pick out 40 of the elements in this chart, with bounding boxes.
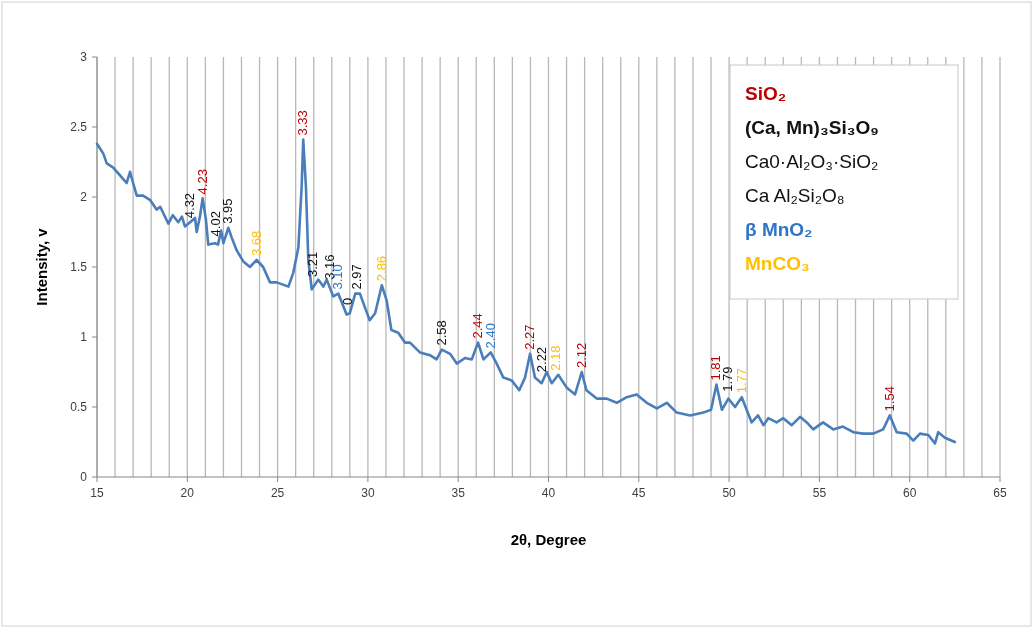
x-tick-label: 55 [812,486,827,500]
annotation: 2.97 [349,264,365,290]
annotation: 0 [340,297,356,305]
x-tick-label: 20 [180,486,195,500]
annotation: 3.68 [248,230,264,256]
annotation: MnCO₃ [745,253,810,274]
annotation: 3.21 [304,251,320,277]
x-tick-label: 65 [993,486,1007,500]
x-tick-label: 45 [632,486,646,500]
x-axis-title: 2θ, Degree [510,531,587,548]
y-tick-label: 1.5 [70,260,88,274]
annotation: 1.54 [881,386,897,412]
y-tick-label: 3 [80,50,88,64]
x-tick-label: 15 [90,486,104,500]
x-tick-label: 40 [541,486,556,500]
x-tick-label: 35 [451,486,466,500]
annotation: β MnO₂ [745,219,813,240]
annotation: 4.32 [182,192,198,219]
annotation: 2.12 [573,342,589,368]
y-tick-label: 1 [80,330,88,344]
x-tick-label: 60 [903,486,917,500]
annotation: 3.33 [295,110,311,136]
annotation: 2.58 [433,320,449,346]
x-tick-label: 30 [361,486,375,500]
y-axis-title: Intensity, v [33,227,50,306]
annotation: SiO₂ [745,83,787,104]
annotation: 1.77 [733,367,749,394]
annotation: 2.18 [547,345,563,371]
y-tick-label: 0.5 [70,400,88,414]
annotation: Ca0·Al₂O₃·SiO₂ [745,151,879,172]
annotation: (Ca, Mn)₃Si₃O₉ [745,117,879,138]
line-series [95,138,957,445]
y-tick-label: 2 [80,190,88,204]
annotation: 2.86 [373,255,389,282]
y-tick-label: 2.5 [70,120,88,134]
annotation: 4.23 [194,169,210,195]
annotation: Ca Al₂Si₂O₈ [745,185,845,206]
x-tick-label: 50 [722,486,737,500]
y-tick-label: 0 [80,470,88,484]
x-tick-label: 25 [270,486,285,500]
